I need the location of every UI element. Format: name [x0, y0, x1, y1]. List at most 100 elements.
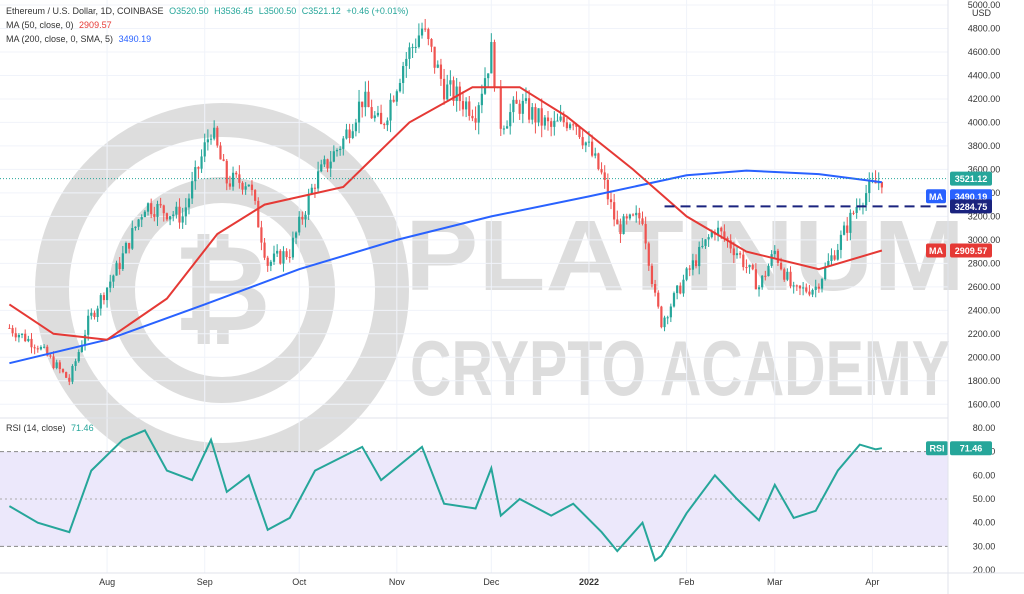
legend-ma50[interactable]: MA (50, close, 0) 2909.57	[6, 20, 112, 30]
candle	[449, 70, 452, 97]
candle	[263, 237, 266, 261]
candle-body	[707, 237, 710, 240]
candle	[842, 221, 846, 236]
time-axis[interactable]: Aug Sep Oct Nov Dec 2022 Feb Mar Apr	[99, 577, 879, 587]
candle	[833, 250, 836, 261]
candle-body	[546, 117, 550, 122]
candle	[156, 200, 159, 226]
candle-body	[392, 99, 395, 102]
candle-body	[833, 255, 836, 260]
candle-body	[814, 286, 817, 290]
candle-body	[313, 187, 317, 189]
candle-body	[694, 260, 698, 267]
candle-body	[386, 120, 389, 126]
candle	[647, 241, 650, 271]
candle-body	[96, 308, 99, 318]
candle	[735, 246, 739, 259]
candle-body	[653, 283, 657, 293]
candle-body	[320, 164, 323, 172]
candle	[638, 207, 641, 225]
candle-body	[701, 245, 704, 247]
price-label-text: 3490.19	[955, 192, 988, 202]
rsi-line	[8, 429, 883, 563]
candle	[307, 188, 310, 220]
candle-body	[159, 203, 162, 206]
price-label-badge: 3521.12	[950, 171, 992, 186]
candle-body	[578, 126, 581, 138]
candle	[537, 108, 540, 127]
candle	[361, 101, 364, 118]
candle-body	[641, 218, 644, 224]
price-label-text: 2909.57	[955, 246, 988, 256]
candle	[65, 371, 68, 379]
candle	[386, 117, 389, 132]
candle-body	[625, 216, 628, 219]
candle-body	[562, 116, 565, 123]
candle-body	[433, 46, 436, 68]
candle	[515, 91, 518, 104]
candle	[446, 74, 449, 101]
candle-body	[102, 295, 106, 301]
candle-body	[414, 46, 417, 48]
candle	[795, 284, 798, 291]
candle-body	[493, 42, 496, 88]
candle-body	[389, 99, 392, 121]
candle	[235, 170, 238, 178]
candle-body	[468, 101, 471, 116]
candle-body	[553, 120, 556, 127]
candle-body	[868, 180, 871, 194]
legend-rsi[interactable]: RSI (14, close) 71.46	[6, 423, 94, 433]
candle	[619, 218, 622, 243]
candle	[704, 239, 707, 249]
candle-body	[537, 108, 540, 123]
candle-body	[729, 240, 732, 249]
candle-body	[575, 124, 578, 127]
candle	[739, 251, 742, 259]
candle	[68, 374, 71, 386]
candle-body	[49, 355, 52, 357]
candle-body	[156, 203, 159, 218]
candle	[364, 81, 367, 117]
candle	[191, 171, 194, 204]
candle-body	[153, 214, 156, 218]
candle-body	[288, 257, 291, 259]
candle-body	[197, 167, 200, 169]
price-label-bg	[950, 243, 992, 258]
candle-body	[316, 171, 320, 189]
candle-body	[361, 101, 364, 108]
candle	[36, 345, 39, 353]
legend-ma200[interactable]: MA (200, close, 0, SMA, 5) 3490.19	[6, 34, 151, 44]
candle	[880, 181, 883, 194]
price-tick-label: 3800.00	[968, 141, 1001, 151]
legend-symbol[interactable]: Ethereum / U.S. Dollar, 1D, COINBASE O35…	[6, 6, 408, 16]
candle-body	[140, 217, 143, 220]
candle-body	[631, 214, 635, 216]
candle	[52, 351, 55, 370]
candle	[200, 149, 203, 173]
candle	[109, 274, 112, 293]
price-label-bg	[950, 199, 992, 214]
legend-high: H3536.45	[214, 6, 254, 16]
candle-body	[836, 249, 839, 260]
candle-body	[528, 98, 531, 120]
candle	[465, 97, 468, 118]
legend-ma200-label: MA (200, close, 0, SMA, 5)	[6, 34, 114, 44]
candle-body	[269, 261, 272, 266]
candle-body	[191, 181, 194, 199]
candle	[27, 335, 30, 343]
candle	[461, 91, 465, 117]
candle	[178, 198, 181, 229]
time-tick-label: Apr	[865, 577, 879, 587]
candle-body	[669, 306, 672, 318]
price-tick-label: 4400.00	[968, 70, 1001, 80]
candle	[521, 93, 524, 124]
candle	[24, 329, 27, 343]
rsi-value-text: 71.46	[960, 444, 983, 454]
candle	[351, 123, 354, 140]
candle	[228, 175, 232, 190]
candle-body	[811, 289, 814, 295]
candle-body	[439, 64, 443, 79]
candle	[591, 134, 594, 158]
candle-body	[332, 151, 335, 162]
